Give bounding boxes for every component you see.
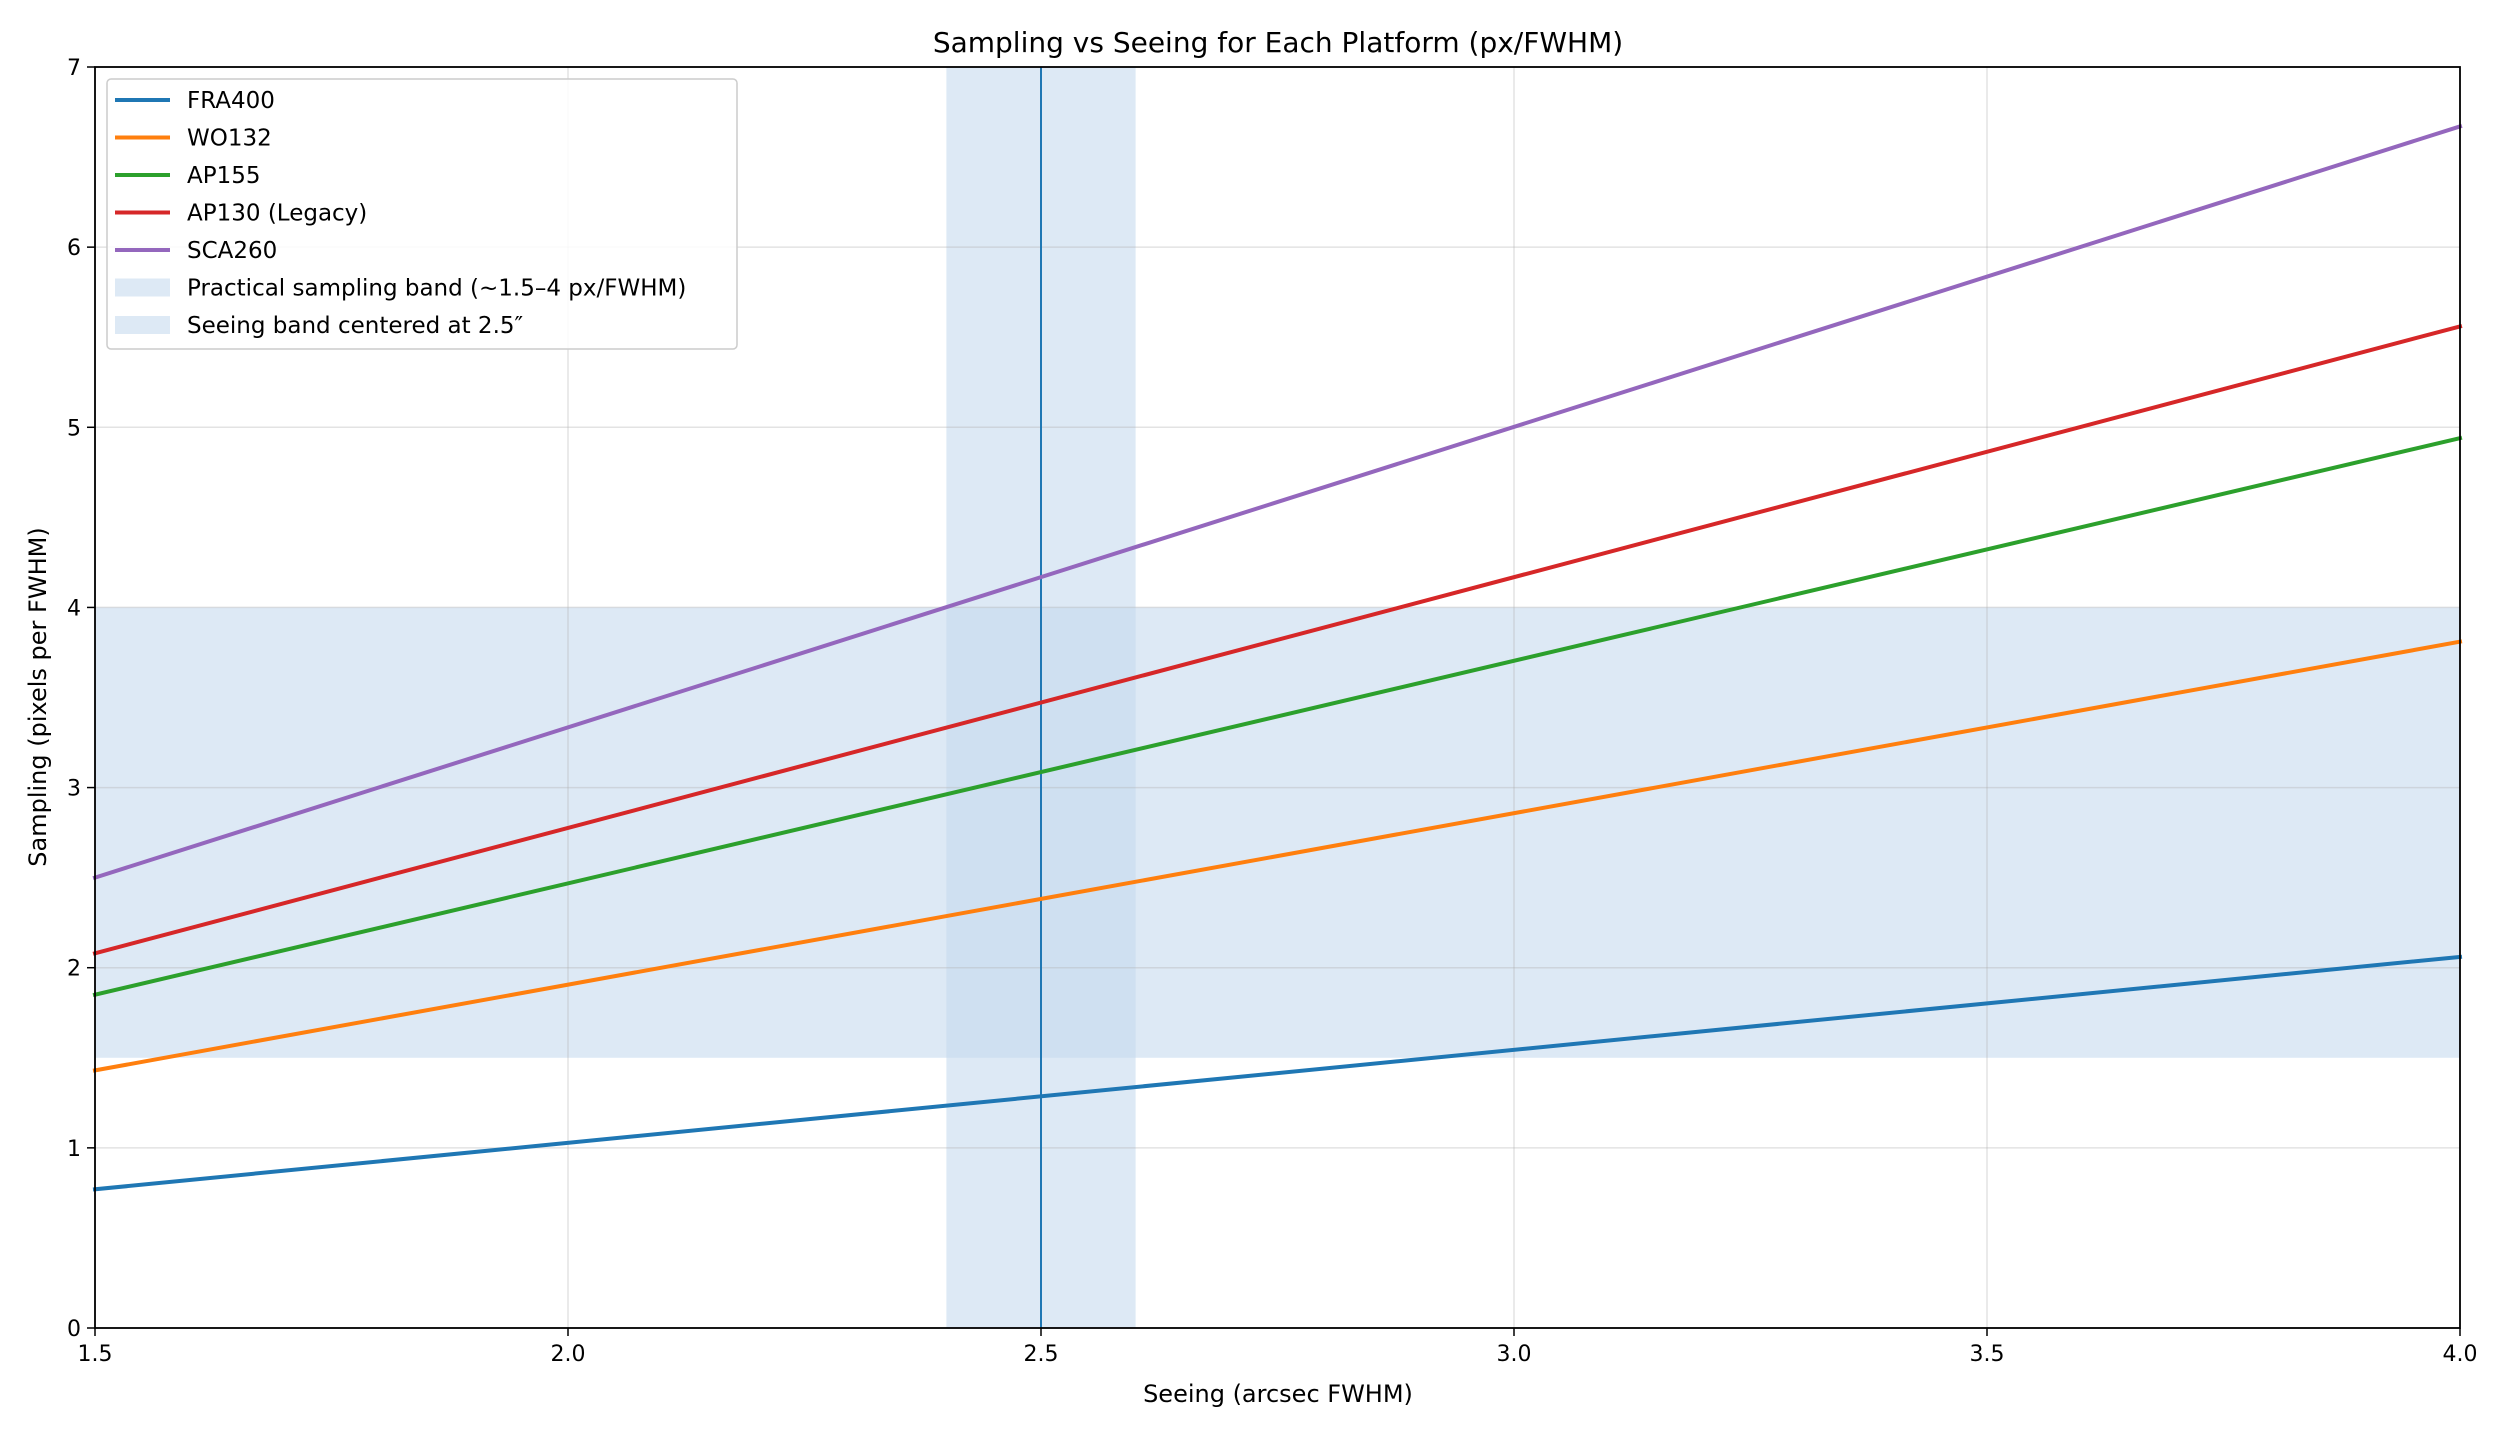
x-tick-label: 1.5	[78, 1342, 113, 1367]
bands-layer	[95, 67, 2460, 1328]
ticks-layer: 1.5 2.0 2.5 3.0 3.5 4.0 0 1 2 3 4 5 6 7	[67, 56, 2478, 1367]
y-axis-label: Sampling (pixels per FWHM)	[24, 527, 52, 866]
series-line-ap155	[92, 435, 2463, 998]
legend-label: AP130 (Legacy)	[187, 201, 367, 227]
legend-patch	[115, 278, 170, 297]
x-axis-label: Seeing (arcsec FWHM)	[1143, 1380, 1413, 1408]
y-tick-label: 4	[67, 596, 81, 621]
legend-label: WO132	[187, 126, 272, 152]
legend-label: Seeing band centered at 2.5″	[187, 313, 524, 339]
legend-label: SCA260	[187, 238, 277, 264]
legend-label: AP155	[187, 163, 261, 189]
sampling-band	[95, 607, 2460, 1058]
legend-label: FRA400	[187, 88, 275, 114]
x-tick-label: 2.5	[1024, 1342, 1059, 1367]
series-line-sca260	[92, 123, 2463, 881]
x-tick-label: 3.0	[1497, 1342, 1532, 1367]
legend-label: Practical sampling band (~1.5–4 px/FWHM)	[187, 276, 686, 302]
y-tick-label: 1	[67, 1137, 81, 1162]
plot-frame	[94, 66, 2461, 1329]
x-tick-label: 3.5	[1970, 1342, 2005, 1367]
y-tick-label: 5	[67, 416, 81, 441]
y-tick-label: 7	[67, 56, 81, 81]
chart-title: Sampling vs Seeing for Each Platform (px…	[933, 26, 1623, 59]
series-layer	[92, 123, 2463, 1192]
x-tick-label: 2.0	[551, 1342, 586, 1367]
y-tick-label: 0	[67, 1317, 81, 1342]
y-tick-label: 6	[67, 236, 81, 261]
legend-patch	[115, 316, 170, 334]
x-tick-label: 4.0	[2443, 1342, 2478, 1367]
series-line-ap130-legacy	[92, 323, 2463, 956]
legend-box	[106, 78, 738, 350]
y-tick-label: 2	[67, 957, 81, 982]
legend: FRA400 WO132 AP155 AP130 (Legacy) SCA260 Prac…	[106, 78, 738, 350]
series-line-fra400	[92, 954, 2463, 1192]
y-tick-label: 3	[67, 777, 81, 802]
series-line-wo132	[92, 639, 2463, 1073]
